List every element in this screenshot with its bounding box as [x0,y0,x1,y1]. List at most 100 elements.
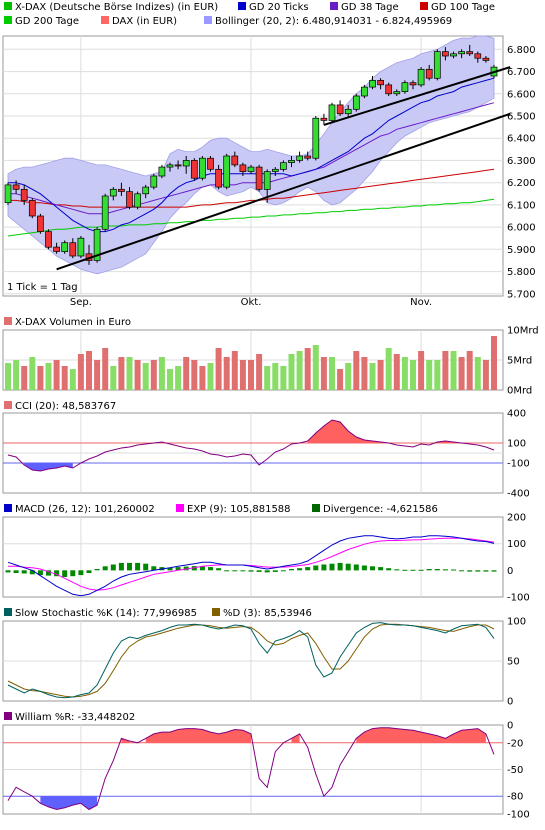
cci-legend-swatch [4,401,12,409]
divergence-bar [191,566,197,571]
x-tick-label: Sep. [70,297,92,308]
legend-swatch-gd100 [420,2,428,10]
price-y-ticks: 5.700 5.800 5.900 6.000 6.100 6.200 6.300 6.400… [507,45,536,300]
candle-body [182,160,190,167]
candle-body [134,193,141,208]
candle-body [336,104,344,115]
volume-bar [337,369,344,390]
volume-bar [458,357,465,390]
y-tick-label: 6.200 [507,178,536,189]
divergence-bar [240,570,246,572]
volume-bar [418,351,425,390]
candle-body [77,237,85,257]
divergence-bar [5,570,11,573]
volume-bar [288,354,295,390]
divergence-bar [54,570,60,577]
candle-body [466,51,474,55]
y-tick-label: -100 [507,459,530,470]
candle-body [320,117,328,121]
legend-swatch-gd38 [330,2,338,10]
y-tick-label: 100 [507,539,526,550]
candle-body [263,171,271,190]
legend-swatch-dax [101,16,109,24]
volume-bar [94,360,101,390]
volume-bar [264,366,271,390]
y-tick-label: 10Mrd [507,326,539,337]
volume-bar [312,345,319,390]
candle-body [166,164,174,168]
divergence-bar [208,567,213,571]
volume-bar [450,351,457,390]
volume-bar [426,360,433,390]
candle-body [61,242,69,252]
divergence-bar [353,564,359,571]
candle-body [458,51,465,55]
divergence-bar [329,563,335,571]
candle-body [312,117,320,159]
divergence-bar [143,563,149,571]
y-tick-label: 6.700 [507,67,536,78]
x-tick-label: Okt. [241,297,262,308]
y-tick-label: 0 [507,566,513,577]
candle-body [328,104,336,121]
stochastic-panel: Slow Stochastic %K (14): 77,996985 %D (3… [2,608,526,708]
candle-body [288,160,295,163]
volume-bar [207,363,214,390]
volume-bar [474,357,481,390]
candle-body [126,191,133,208]
volume-bars [5,336,497,390]
y-tick-label: 400 [507,409,526,420]
volume-bar [110,366,117,390]
macd-grid [3,517,503,597]
williams-oversold-fill [8,796,98,810]
divergence-bar [434,569,440,571]
trendline [323,66,511,126]
divergence-bar [62,570,68,577]
volume-bar [86,351,92,390]
volume-bar [150,360,157,390]
volume-bar [401,357,408,390]
candle-body [361,86,368,97]
divergence-bar [483,570,489,572]
macd-line [7,535,495,597]
williams-overbought-fill [121,727,486,743]
cci-title: CCI (20): 48,583767 [15,401,116,412]
candle-body [271,168,279,172]
volume-bar [466,351,473,390]
candle-body [231,155,239,166]
gd38-line [8,102,495,215]
divergence-bar [13,570,19,573]
candle-body [109,188,117,197]
divergence-bar [418,569,424,571]
y-tick-label: 5.800 [507,267,536,278]
divergence-bar [94,569,100,571]
y-tick-label: 0Mrd [507,386,532,397]
candle-body [425,68,433,79]
volume-bar [223,357,230,390]
y-tick-label: 0 [507,697,513,708]
y-tick-label: -100 [507,810,530,821]
legend-dax: DAX (in EUR) [112,16,177,27]
divergence-bar [459,570,465,572]
candle-body [158,166,166,177]
volume-bar [191,360,198,390]
divergence-bar [183,566,189,571]
volume-bar [175,366,182,390]
divergence-bar [370,566,375,571]
y-tick-label: 6.500 [507,112,536,123]
divergence-bar [337,562,343,571]
y-tick-label: -20 [507,738,523,749]
candle-body [369,80,376,88]
price-panel: 5.700 5.800 5.900 6.000 6.100 6.200 6.300 6.400… [2,2,536,308]
divergence-bar [127,562,132,571]
stoch-k-line [7,622,495,699]
williams-panel: William %R: -33,448202 0 -20 -50 -80 -100 [2,712,530,821]
legend-gd100: GD 100 Tage [431,2,495,13]
legend-gd20: GD 20 Ticks [249,2,309,13]
legend-xdax: X-DAX (Deutsche Börse Indizes) (in EUR) [15,2,218,13]
volume-bar [69,369,76,390]
legend-swatch-gd20 [238,2,246,10]
divergence-bar [37,570,43,576]
candle-body [247,166,255,172]
